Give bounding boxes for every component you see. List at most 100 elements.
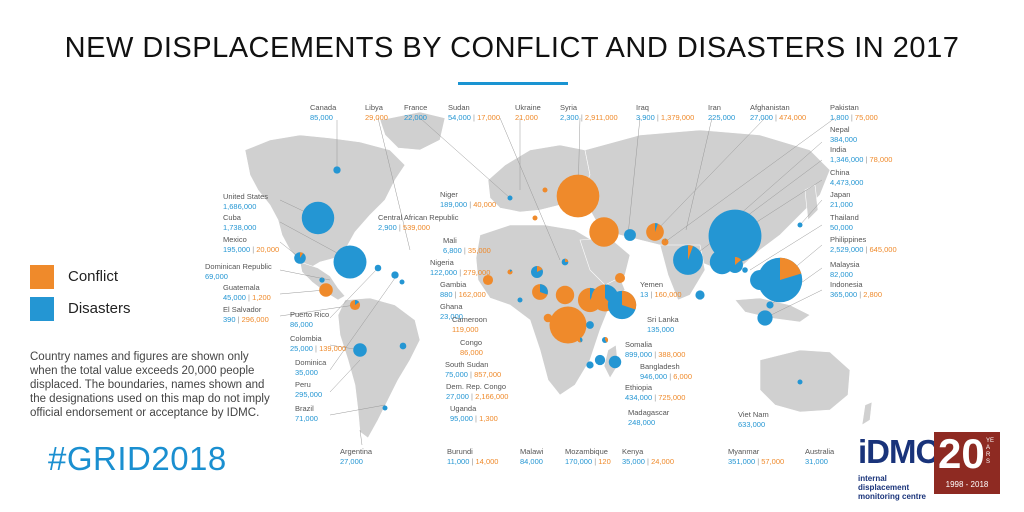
value-separator: | [467, 200, 474, 209]
country-values: 35,000 [295, 368, 326, 378]
disasters-value: 84,000 [520, 457, 543, 466]
disasters-value: 1,800 [830, 113, 849, 122]
bubble-dominica [399, 279, 405, 285]
country-label-mexico: Mexico 195,000 | 20,000 [223, 235, 279, 255]
bubble-base-libya [532, 215, 538, 221]
country-label-puerto-rico: Puerto Rico 86,000 [290, 310, 329, 330]
page-title: NEW DISPLACEMENTS BY CONFLICT AND DISAST… [64, 32, 960, 64]
country-name: India [830, 145, 847, 154]
bubble-base-dominica [399, 279, 405, 285]
anniversary-number: 20 [938, 430, 985, 477]
country-name: Cuba [223, 213, 241, 222]
value-separator: | [235, 315, 242, 324]
country-values: 27,000 | 2,166,000 [446, 392, 508, 402]
value-separator: | [592, 457, 599, 466]
conflict-value: 14,000 [475, 457, 499, 466]
disasters-value: 50,000 [830, 223, 853, 232]
value-separator: | [578, 113, 585, 122]
value-separator: | [457, 268, 464, 277]
value-separator: | [652, 350, 659, 359]
country-name: United States [223, 192, 269, 201]
value-separator: | [472, 414, 480, 423]
country-values: 69,000 [205, 272, 272, 282]
country-label-el-salvador: El Salvador 390 | 296,000 [223, 305, 269, 325]
value-separator: | [648, 290, 655, 299]
conflict-value: 2,800 [863, 290, 883, 299]
country-label-bangladesh: Bangladesh 946,000 | 6,000 [640, 362, 692, 382]
country-name: Japan [830, 190, 851, 199]
country-values: 95,000 | 1,300 [450, 414, 498, 424]
disasters-value: 71,000 [295, 414, 318, 423]
country-name: Viet Nam [738, 410, 769, 419]
disasters-value: 27,000 [750, 113, 773, 122]
disasters-value: 122,000 [430, 268, 458, 277]
disasters-value: 248,000 [628, 418, 656, 427]
disasters-value: 35,000 [622, 457, 645, 466]
bubble-slice-somalia [622, 290, 637, 310]
bubble-base-yemen [614, 272, 626, 284]
bubble-guatemala [319, 277, 325, 283]
country-values: 384,000 [830, 135, 857, 145]
bubble-base-uganda [586, 321, 594, 329]
country-name: Australia [805, 447, 835, 456]
conflict-value: 388,000 [658, 350, 686, 359]
bubble-afghanistan [646, 223, 664, 241]
bubble-gambia [482, 274, 494, 286]
conflict-value: 139,000 [319, 344, 347, 353]
bubble-base-france [507, 195, 513, 201]
conflict-value: 75,000 [854, 113, 878, 122]
bubble-mozambique [594, 354, 606, 366]
bubble-philippines [757, 257, 803, 303]
country-label-sudan: Sudan 54,000 | 17,000 [448, 103, 500, 123]
bubble-nigeria [532, 284, 548, 300]
country-label-viet-nam: Viet Nam 633,000 [738, 410, 769, 430]
country-values: 27,000 | 474,000 [750, 113, 806, 123]
country-name: Sri Lanka [647, 315, 679, 324]
disclaimer-note: Country names and figures are shown only… [30, 351, 270, 419]
bubble-japan [797, 222, 803, 228]
hashtag[interactable]: #GRID2018 [48, 440, 227, 477]
country-name: China [830, 168, 850, 177]
bubble-base-sri-lanka [695, 290, 705, 300]
bubble-ukraine [542, 187, 548, 193]
bubble-iran [624, 229, 636, 241]
country-label-kenya: Kenya 35,000 | 24,000 [622, 447, 674, 467]
disasters-value: 351,000 [728, 457, 756, 466]
country-name: Iran [708, 103, 721, 112]
land-indonesia [734, 297, 811, 323]
country-label-afghanistan: Afghanistan 27,000 | 474,000 [750, 103, 806, 123]
country-label-south-sudan: South Sudan 75,000 | 857,000 [445, 360, 501, 380]
disasters-value: 1,346,000 [830, 155, 864, 164]
bubble-pakistan [661, 238, 669, 246]
country-values: 225,000 [708, 113, 735, 123]
country-values: 4,473,000 [830, 178, 863, 188]
bubble-slice-nigeria [540, 284, 548, 295]
disasters-value: 31,000 [805, 457, 828, 466]
country-name: Nigeria [430, 258, 454, 267]
bubble-sudan [561, 258, 569, 266]
country-name: Cameroon [452, 315, 488, 324]
conflict-value: 120 [598, 457, 611, 466]
value-separator: | [652, 393, 659, 402]
country-label-cameroon: Cameroon 119,000 [452, 315, 487, 335]
bubble-australia [797, 379, 803, 385]
disasters-value: 13 [640, 290, 649, 299]
country-label-dominican-republic: Dominican Republic 69,000 [205, 262, 272, 282]
value-separator: | [250, 245, 257, 254]
bubble-indonesia [757, 310, 773, 326]
country-label-iraq: Iraq 3,900 | 1,379,000 [636, 103, 694, 123]
country-values: 50,000 [830, 223, 859, 233]
country-label-canada: Canada 85,000 [310, 103, 336, 123]
bubble-slice-niger [537, 266, 543, 272]
country-label-cuba: Cuba 1,738,000 [223, 213, 256, 233]
country-label-myanmar: Myanmar 351,000 | 57,000 [728, 447, 784, 467]
country-values: 54,000 | 17,000 [448, 113, 500, 123]
bubble-mexico [294, 252, 306, 264]
country-name: El Salvador [223, 305, 262, 314]
bubble-base-malawi [586, 361, 594, 369]
bubble-base-madagascar [608, 355, 622, 369]
disasters-value: 633,000 [738, 420, 766, 429]
bubble-cuba [333, 245, 367, 279]
value-separator: | [857, 290, 864, 299]
legend-conflict-swatch [30, 265, 54, 289]
